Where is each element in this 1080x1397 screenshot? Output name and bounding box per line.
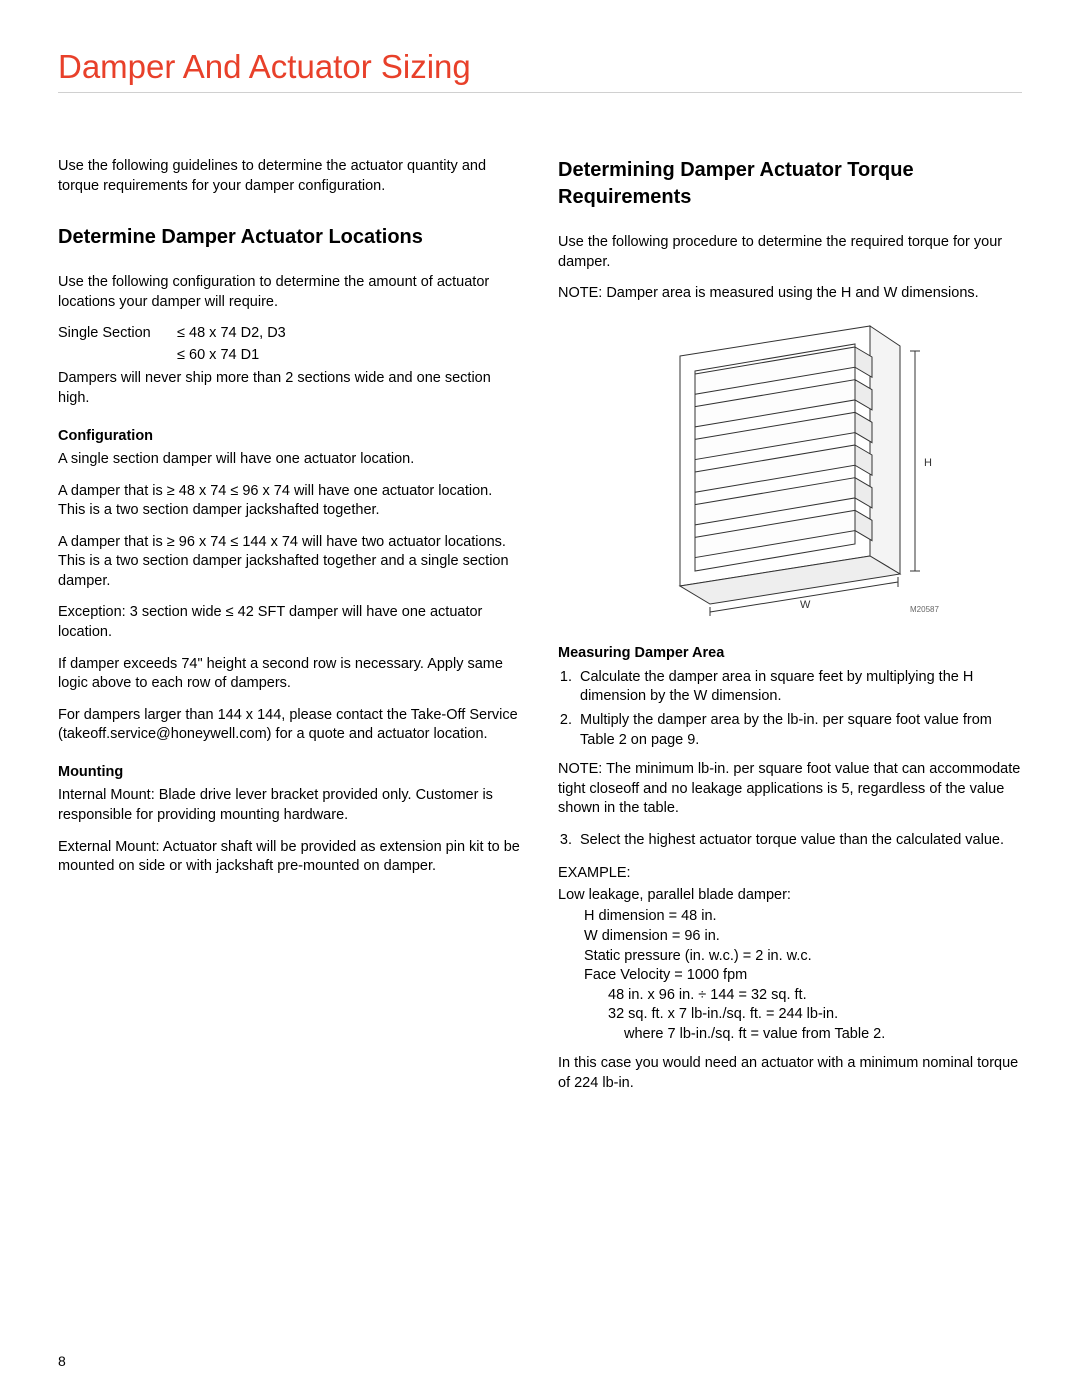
example-h: H dimension = 48 in. (584, 907, 1022, 927)
torque-heading: Determining Damper Actuator Torque Requi… (558, 157, 1022, 211)
cfg-p6: For dampers larger than 144 x 144, pleas… (58, 706, 522, 745)
locations-heading: Determine Damper Actuator Locations (58, 224, 522, 251)
page-title: Damper And Actuator Sizing (58, 48, 1022, 93)
mounting-heading: Mounting (58, 763, 522, 783)
example-calc1: 48 in. x 96 in. ÷ 144 = 32 sq. ft. (608, 986, 1022, 1006)
diagram-code: M20587 (910, 605, 939, 614)
left-column: Use the following guidelines to determin… (58, 157, 522, 1106)
example-fv: Face Velocity = 1000 fpm (584, 966, 1022, 986)
configuration-heading: Configuration (58, 427, 522, 447)
example-label: EXAMPLE: (558, 864, 1022, 884)
locations-intro: Use the following configuration to deter… (58, 273, 522, 312)
example-sp: Static pressure (in. w.c.) = 2 in. w.c. (584, 947, 1022, 967)
measuring-heading: Measuring Damper Area (558, 644, 1022, 664)
spec-value-1: ≤ 48 x 74 D2, D3 (177, 325, 286, 341)
cfg-p4: Exception: 3 section wide ≤ 42 SFT dampe… (58, 603, 522, 642)
right-column: Determining Damper Actuator Torque Requi… (558, 157, 1022, 1106)
step-3: Select the highest actuator torque value… (576, 831, 1022, 851)
content-columns: Use the following guidelines to determin… (58, 157, 1022, 1106)
single-section-spec: Single Section ≤ 48 x 74 D2, D3 ≤ 60 x 7… (58, 324, 522, 365)
step-2: Multiply the damper area by the lb-in. p… (576, 711, 1022, 750)
example-line1: Low leakage, parallel blade damper: (558, 886, 1022, 906)
mounting-p1: Internal Mount: Blade drive lever bracke… (58, 786, 522, 825)
cfg-p1: A single section damper will have one ac… (58, 450, 522, 470)
intro-text: Use the following guidelines to determin… (58, 157, 522, 196)
mounting-p2: External Mount: Actuator shaft will be p… (58, 838, 522, 877)
step-1: Calculate the damper area in square feet… (576, 668, 1022, 707)
torque-note1: NOTE: Damper area is measured using the … (558, 284, 1022, 304)
damper-svg: H W M20587 (610, 316, 970, 616)
measuring-steps-cont: Select the highest actuator torque value… (576, 831, 1022, 851)
spec-label: Single Section (58, 324, 173, 344)
ship-note: Dampers will never ship more than 2 sect… (58, 369, 522, 408)
cfg-p3: A damper that is ≥ 96 x 74 ≤ 144 x 74 wi… (58, 533, 522, 592)
example-calc2: 32 sq. ft. x 7 lb-in./sq. ft. = 244 lb-i… (608, 1005, 1022, 1025)
cfg-p5: If damper exceeds 74" height a second ro… (58, 655, 522, 694)
spec-value-2: ≤ 60 x 74 D1 (177, 347, 259, 363)
dim-w-label: W (800, 599, 811, 611)
torque-intro: Use the following procedure to determine… (558, 233, 1022, 272)
dim-h-label: H (924, 457, 932, 469)
example-conclusion: In this case you would need an actuator … (558, 1054, 1022, 1093)
cfg-p2: A damper that is ≥ 48 x 74 ≤ 96 x 74 wil… (58, 482, 522, 521)
example-w: W dimension = 96 in. (584, 927, 1022, 947)
page-number: 8 (58, 1353, 66, 1369)
measuring-steps: Calculate the damper area in square feet… (576, 668, 1022, 750)
damper-diagram: H W M20587 (558, 316, 1022, 623)
example-calc3: where 7 lb-in./sq. ft = value from Table… (624, 1025, 1022, 1045)
torque-note2: NOTE: The minimum lb-in. per square foot… (558, 760, 1022, 819)
